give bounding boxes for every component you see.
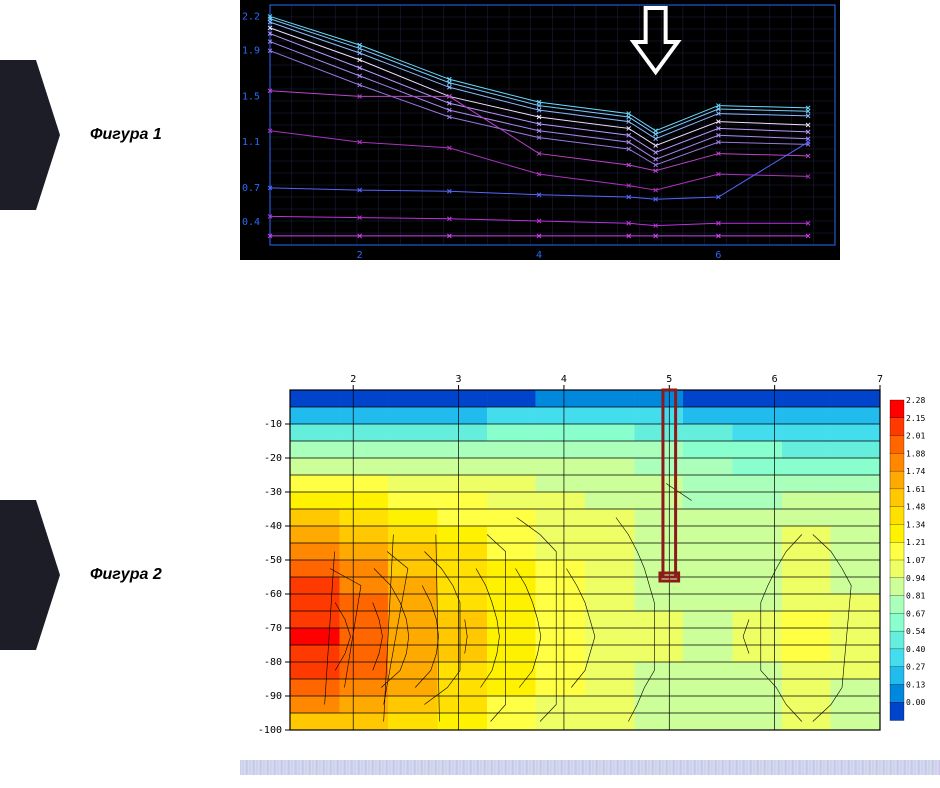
chart1-svg: 0.4 0.7 1.1 1.5 1.9 2.2 2 4 6 xyxy=(240,0,840,260)
arrow-down-icon xyxy=(634,8,678,72)
svg-text:1.48: 1.48 xyxy=(906,503,925,512)
pentagon-shape-2 xyxy=(0,500,60,650)
svg-text:3: 3 xyxy=(456,374,462,385)
figure2-label-group: Фигура 2 xyxy=(0,500,162,650)
svg-text:-100: -100 xyxy=(258,725,282,736)
svg-text:2.15: 2.15 xyxy=(906,414,925,423)
svg-text:2: 2 xyxy=(350,374,356,385)
svg-text:2.01: 2.01 xyxy=(906,432,925,441)
svg-text:-10: -10 xyxy=(264,419,282,430)
svg-text:0.4: 0.4 xyxy=(242,217,260,228)
svg-text:5: 5 xyxy=(666,374,672,385)
svg-text:-40: -40 xyxy=(264,521,282,532)
svg-text:1.5: 1.5 xyxy=(242,91,260,102)
svg-text:-70: -70 xyxy=(264,623,282,634)
svg-text:2: 2 xyxy=(357,250,363,260)
svg-text:4: 4 xyxy=(561,374,567,385)
svg-text:6: 6 xyxy=(715,250,721,260)
svg-text:1.88: 1.88 xyxy=(906,449,925,458)
svg-text:4: 4 xyxy=(536,250,542,260)
svg-text:0.13: 0.13 xyxy=(906,680,925,689)
svg-text:-60: -60 xyxy=(264,589,282,600)
svg-text:-80: -80 xyxy=(264,657,282,668)
svg-text:1.9: 1.9 xyxy=(242,46,260,57)
svg-text:0.94: 0.94 xyxy=(906,574,925,583)
svg-text:0.54: 0.54 xyxy=(906,627,925,636)
svg-text:0.81: 0.81 xyxy=(906,592,925,601)
svg-text:-50: -50 xyxy=(264,555,282,566)
noise-bar xyxy=(240,760,940,775)
chart2-svg: 2 3 4 5 6 7 -10 -20 -30 -40 -50 -60 -70 -80 -90 -100 2.2… xyxy=(240,370,940,740)
svg-text:-20: -20 xyxy=(264,453,282,464)
svg-text:0.67: 0.67 xyxy=(906,609,925,618)
svg-text:1.07: 1.07 xyxy=(906,556,925,565)
svg-text:0.7: 0.7 xyxy=(242,183,260,194)
svg-text:0.27: 0.27 xyxy=(906,663,925,672)
svg-text:1.1: 1.1 xyxy=(242,137,260,148)
svg-text:2.28: 2.28 xyxy=(906,396,925,405)
chart1-line-plot: 0.4 0.7 1.1 1.5 1.9 2.2 2 4 6 xyxy=(240,0,840,260)
chart2-contour-plot: 2 3 4 5 6 7 -10 -20 -30 -40 -50 -60 -70 -80 -90 -100 2.2… xyxy=(240,370,940,740)
figure2-label: Фигура 2 xyxy=(90,566,162,584)
svg-text:-90: -90 xyxy=(264,691,282,702)
svg-text:0.00: 0.00 xyxy=(906,698,925,707)
svg-text:2.2: 2.2 xyxy=(242,11,260,22)
svg-text:1.61: 1.61 xyxy=(906,485,925,494)
svg-text:0.40: 0.40 xyxy=(906,645,925,654)
svg-text:1.21: 1.21 xyxy=(906,538,925,547)
pentagon-shape-1 xyxy=(0,60,60,210)
svg-text:1.74: 1.74 xyxy=(906,467,925,476)
svg-text:6: 6 xyxy=(772,374,778,385)
svg-text:7: 7 xyxy=(877,374,883,385)
figure1-label-group: Фигура 1 xyxy=(0,60,162,210)
figure1-label: Фигура 1 xyxy=(90,126,162,144)
svg-text:1.34: 1.34 xyxy=(906,520,925,529)
svg-text:-30: -30 xyxy=(264,487,282,498)
